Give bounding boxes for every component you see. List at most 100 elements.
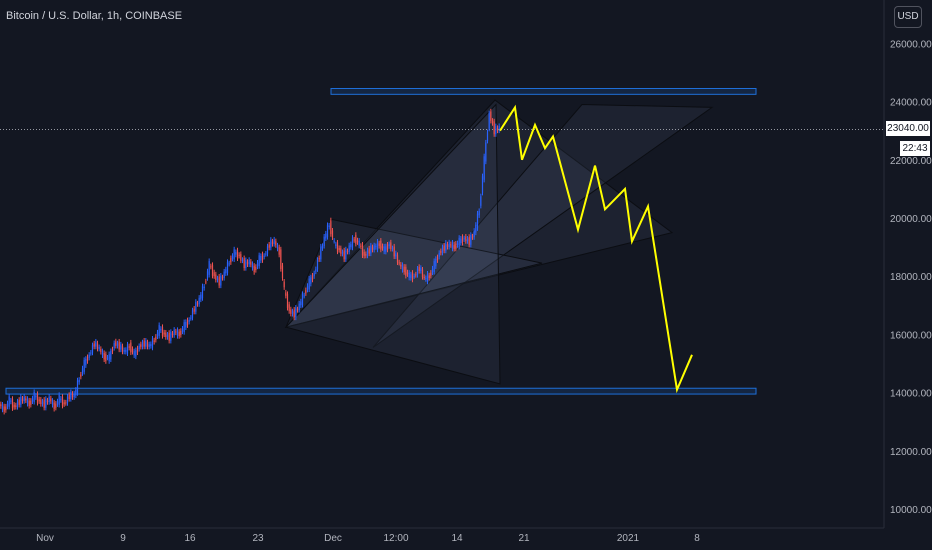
candle-body [26, 398, 29, 404]
candle-body [136, 348, 139, 353]
candle-body [403, 266, 405, 273]
candle-body [356, 240, 359, 243]
candle-body [268, 244, 270, 248]
candle-body [273, 239, 275, 244]
candle-body [425, 278, 427, 280]
candle-body [401, 264, 404, 270]
candle-body [195, 301, 197, 312]
candle-body [328, 225, 330, 227]
candle-body [256, 262, 259, 267]
candle-body [431, 268, 434, 273]
candle-body [376, 241, 379, 250]
candle-body [75, 389, 77, 396]
candle-body [338, 248, 340, 251]
candle-body [186, 320, 189, 326]
candle-body [320, 246, 322, 260]
candle-body [63, 402, 65, 405]
candle-body [80, 374, 82, 377]
x-tick-label: 2021 [617, 533, 640, 544]
candle-body [181, 328, 184, 332]
candle-body [486, 132, 489, 141]
candle-body [333, 240, 335, 242]
candle-body [250, 261, 252, 265]
candle-body [100, 348, 102, 352]
y-tick-label: 16000.00 [890, 330, 932, 341]
candle-body [71, 393, 74, 398]
candle-body [116, 343, 119, 346]
candle-body [355, 234, 357, 244]
triangle-pattern [285, 103, 501, 385]
candle-body [283, 281, 285, 288]
candle-body [265, 253, 267, 255]
bar-countdown-label: 22:43 [900, 141, 930, 156]
candle-body [326, 225, 329, 238]
candle-body [171, 333, 174, 336]
candle-body [438, 252, 440, 257]
candle-body [10, 400, 12, 402]
chart-title: Bitcoin / U.S. Dollar, 1h, COINBASE [6, 10, 183, 22]
candle-body [173, 329, 175, 336]
candle-body [363, 251, 365, 256]
candle-body [440, 251, 442, 253]
candle-body [191, 310, 194, 318]
y-tick-label: 14000.00 [890, 389, 932, 400]
candle-body [66, 396, 69, 404]
candle-body [121, 346, 124, 352]
candle-body [168, 332, 170, 341]
candle-body [58, 394, 60, 405]
candle-body [225, 269, 227, 274]
candle-body [108, 354, 110, 362]
candle-body [230, 258, 232, 263]
candle-body [271, 241, 274, 244]
candle-body [420, 267, 422, 271]
candle-body [285, 292, 287, 296]
candle-body [6, 403, 9, 407]
price-history-series [0, 108, 500, 415]
candle-body [311, 275, 314, 280]
candle-body [413, 276, 415, 278]
candle-body [128, 346, 130, 348]
candle-body [0, 404, 2, 407]
candle-body [298, 303, 300, 310]
candle-body [436, 257, 439, 261]
candle-body [365, 254, 367, 256]
candle-body [441, 247, 444, 253]
candle-body [105, 354, 107, 362]
candle-body [30, 400, 32, 405]
candle-body [36, 393, 39, 403]
candle-body [3, 406, 5, 412]
candle-body [475, 224, 477, 233]
candle-body [330, 220, 332, 235]
candle-body [485, 142, 487, 162]
candle-body [335, 244, 337, 246]
candle-body [143, 340, 145, 347]
candle-body [260, 256, 262, 261]
candle-body [266, 246, 269, 254]
candle-body [466, 238, 469, 242]
candle-body [416, 268, 419, 276]
candle-body [305, 290, 307, 294]
candle-body [170, 331, 172, 341]
candle-body [318, 258, 320, 260]
currency-button[interactable]: USD [894, 6, 922, 28]
candle-body [240, 254, 242, 261]
candle-body [446, 244, 449, 247]
candle-body [350, 244, 352, 248]
candle-body [458, 237, 460, 247]
candle-body [393, 246, 395, 257]
candle-body [180, 330, 182, 335]
candle-body [461, 236, 464, 243]
candle-body [451, 242, 454, 249]
candle-body [308, 278, 310, 290]
candle-body [15, 405, 17, 407]
candle-body [98, 347, 100, 349]
candle-body [220, 275, 222, 286]
candle-body [325, 233, 327, 239]
candle-body [241, 259, 244, 261]
candle-body [488, 113, 490, 129]
candle-body [190, 317, 192, 319]
candle-body [146, 342, 149, 347]
candle-body [70, 392, 72, 400]
candle-body [395, 253, 397, 257]
